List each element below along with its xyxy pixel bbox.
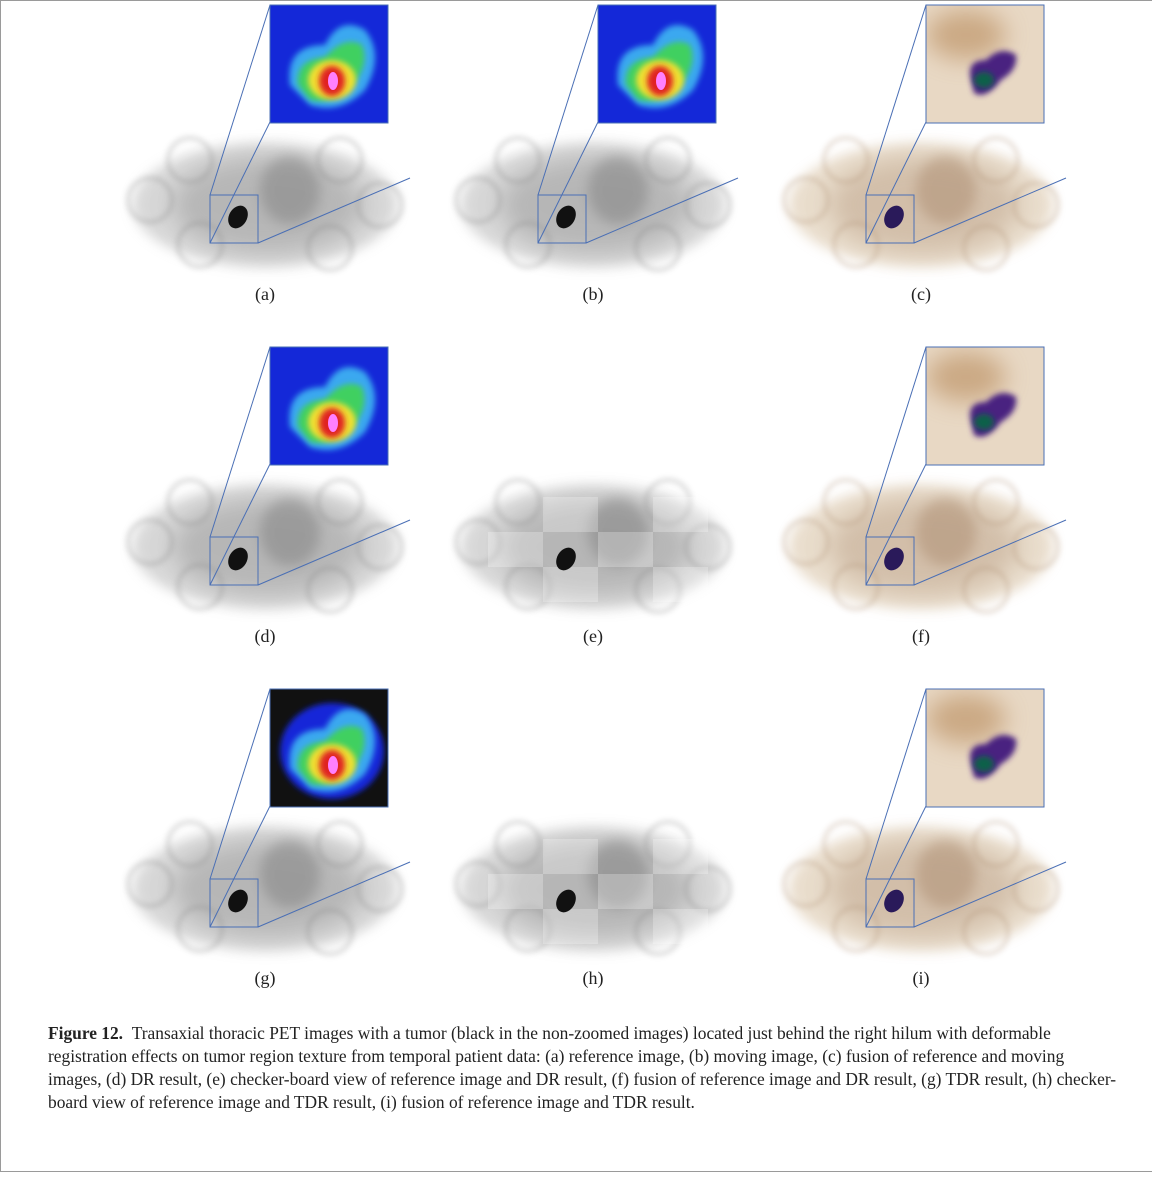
pet-image [128, 822, 402, 954]
panel: (c) [784, 5, 1066, 305]
fusion-shade [926, 352, 1006, 402]
checker-cell [543, 909, 598, 944]
fusion-shade [926, 694, 1006, 744]
checker-cell [598, 874, 653, 909]
panel-label: (d) [255, 626, 276, 647]
pet-image [784, 138, 1058, 270]
pet-image [128, 138, 402, 270]
pet-image [784, 480, 1058, 612]
zoom-content [270, 689, 388, 807]
caption-text: Transaxial thoracic PET images with a tu… [48, 1023, 1116, 1112]
panel-label: (f) [912, 626, 930, 647]
heat-peak [328, 756, 338, 774]
zoom-inset [270, 689, 388, 807]
panel-label: (a) [255, 284, 275, 305]
heart-region [588, 156, 648, 224]
zoom-inset [270, 347, 388, 465]
zoom-content [270, 5, 388, 123]
zoom-inset [926, 689, 1044, 807]
figure-caption: Figure 12. Transaxial thoracic PET image… [48, 1022, 1118, 1114]
fusion-core [974, 414, 994, 430]
zoom-content [926, 347, 1044, 465]
heat-peak [656, 72, 666, 90]
fusion-core [974, 72, 994, 88]
pet-image [128, 480, 402, 612]
checker-cell [543, 497, 598, 532]
heart-region [916, 498, 976, 566]
pet-image [456, 138, 730, 270]
heat-peak [328, 414, 338, 432]
fusion-core [974, 756, 994, 772]
checker-cell [488, 532, 543, 567]
panel-label: (h) [583, 968, 604, 989]
checker-cell [488, 874, 543, 909]
zoom-content [598, 5, 716, 123]
zoom-content [270, 347, 388, 465]
zoom-inset [926, 347, 1044, 465]
zoom-content [926, 5, 1044, 123]
zoom-inset [926, 5, 1044, 123]
checker-cell [653, 497, 708, 532]
panel-label: (b) [583, 284, 604, 305]
fusion-shade [926, 10, 1006, 60]
heart-region [916, 840, 976, 908]
caption-label: Figure 12. [48, 1023, 123, 1043]
panel: (a) [128, 5, 410, 305]
pet-image [456, 822, 730, 954]
heart-region [260, 840, 320, 908]
checker-cell [653, 839, 708, 874]
checker-cell [653, 909, 708, 944]
checker-cell [598, 532, 653, 567]
figure-panels: (a) (b) (c) (d) (e) (f) (g) (h) (i) [0, 0, 1152, 1010]
panel: (e) [456, 480, 730, 647]
zoom-content [926, 689, 1044, 807]
heart-region [260, 498, 320, 566]
pet-image [456, 480, 730, 612]
panel: (g) [128, 689, 410, 989]
zoom-inset [270, 5, 388, 123]
checker-cell [653, 567, 708, 602]
pet-image [784, 822, 1058, 954]
zoom-inset [598, 5, 716, 123]
panel: (f) [784, 347, 1066, 647]
panel: (i) [784, 689, 1066, 989]
panel-label: (i) [913, 968, 930, 989]
figure-page: (a) (b) (c) (d) (e) (f) (g) (h) (i) Figure 12. T… [0, 0, 1152, 1197]
panel-label: (e) [583, 626, 603, 647]
heat-peak [328, 72, 338, 90]
panel-label: (g) [255, 968, 276, 989]
checker-cell [543, 567, 598, 602]
panel: (d) [128, 347, 410, 647]
panel: (b) [456, 5, 738, 305]
heart-region [916, 156, 976, 224]
checker-cell [543, 839, 598, 874]
panel-label: (c) [911, 284, 931, 305]
panel: (h) [456, 822, 730, 989]
heart-region [260, 156, 320, 224]
